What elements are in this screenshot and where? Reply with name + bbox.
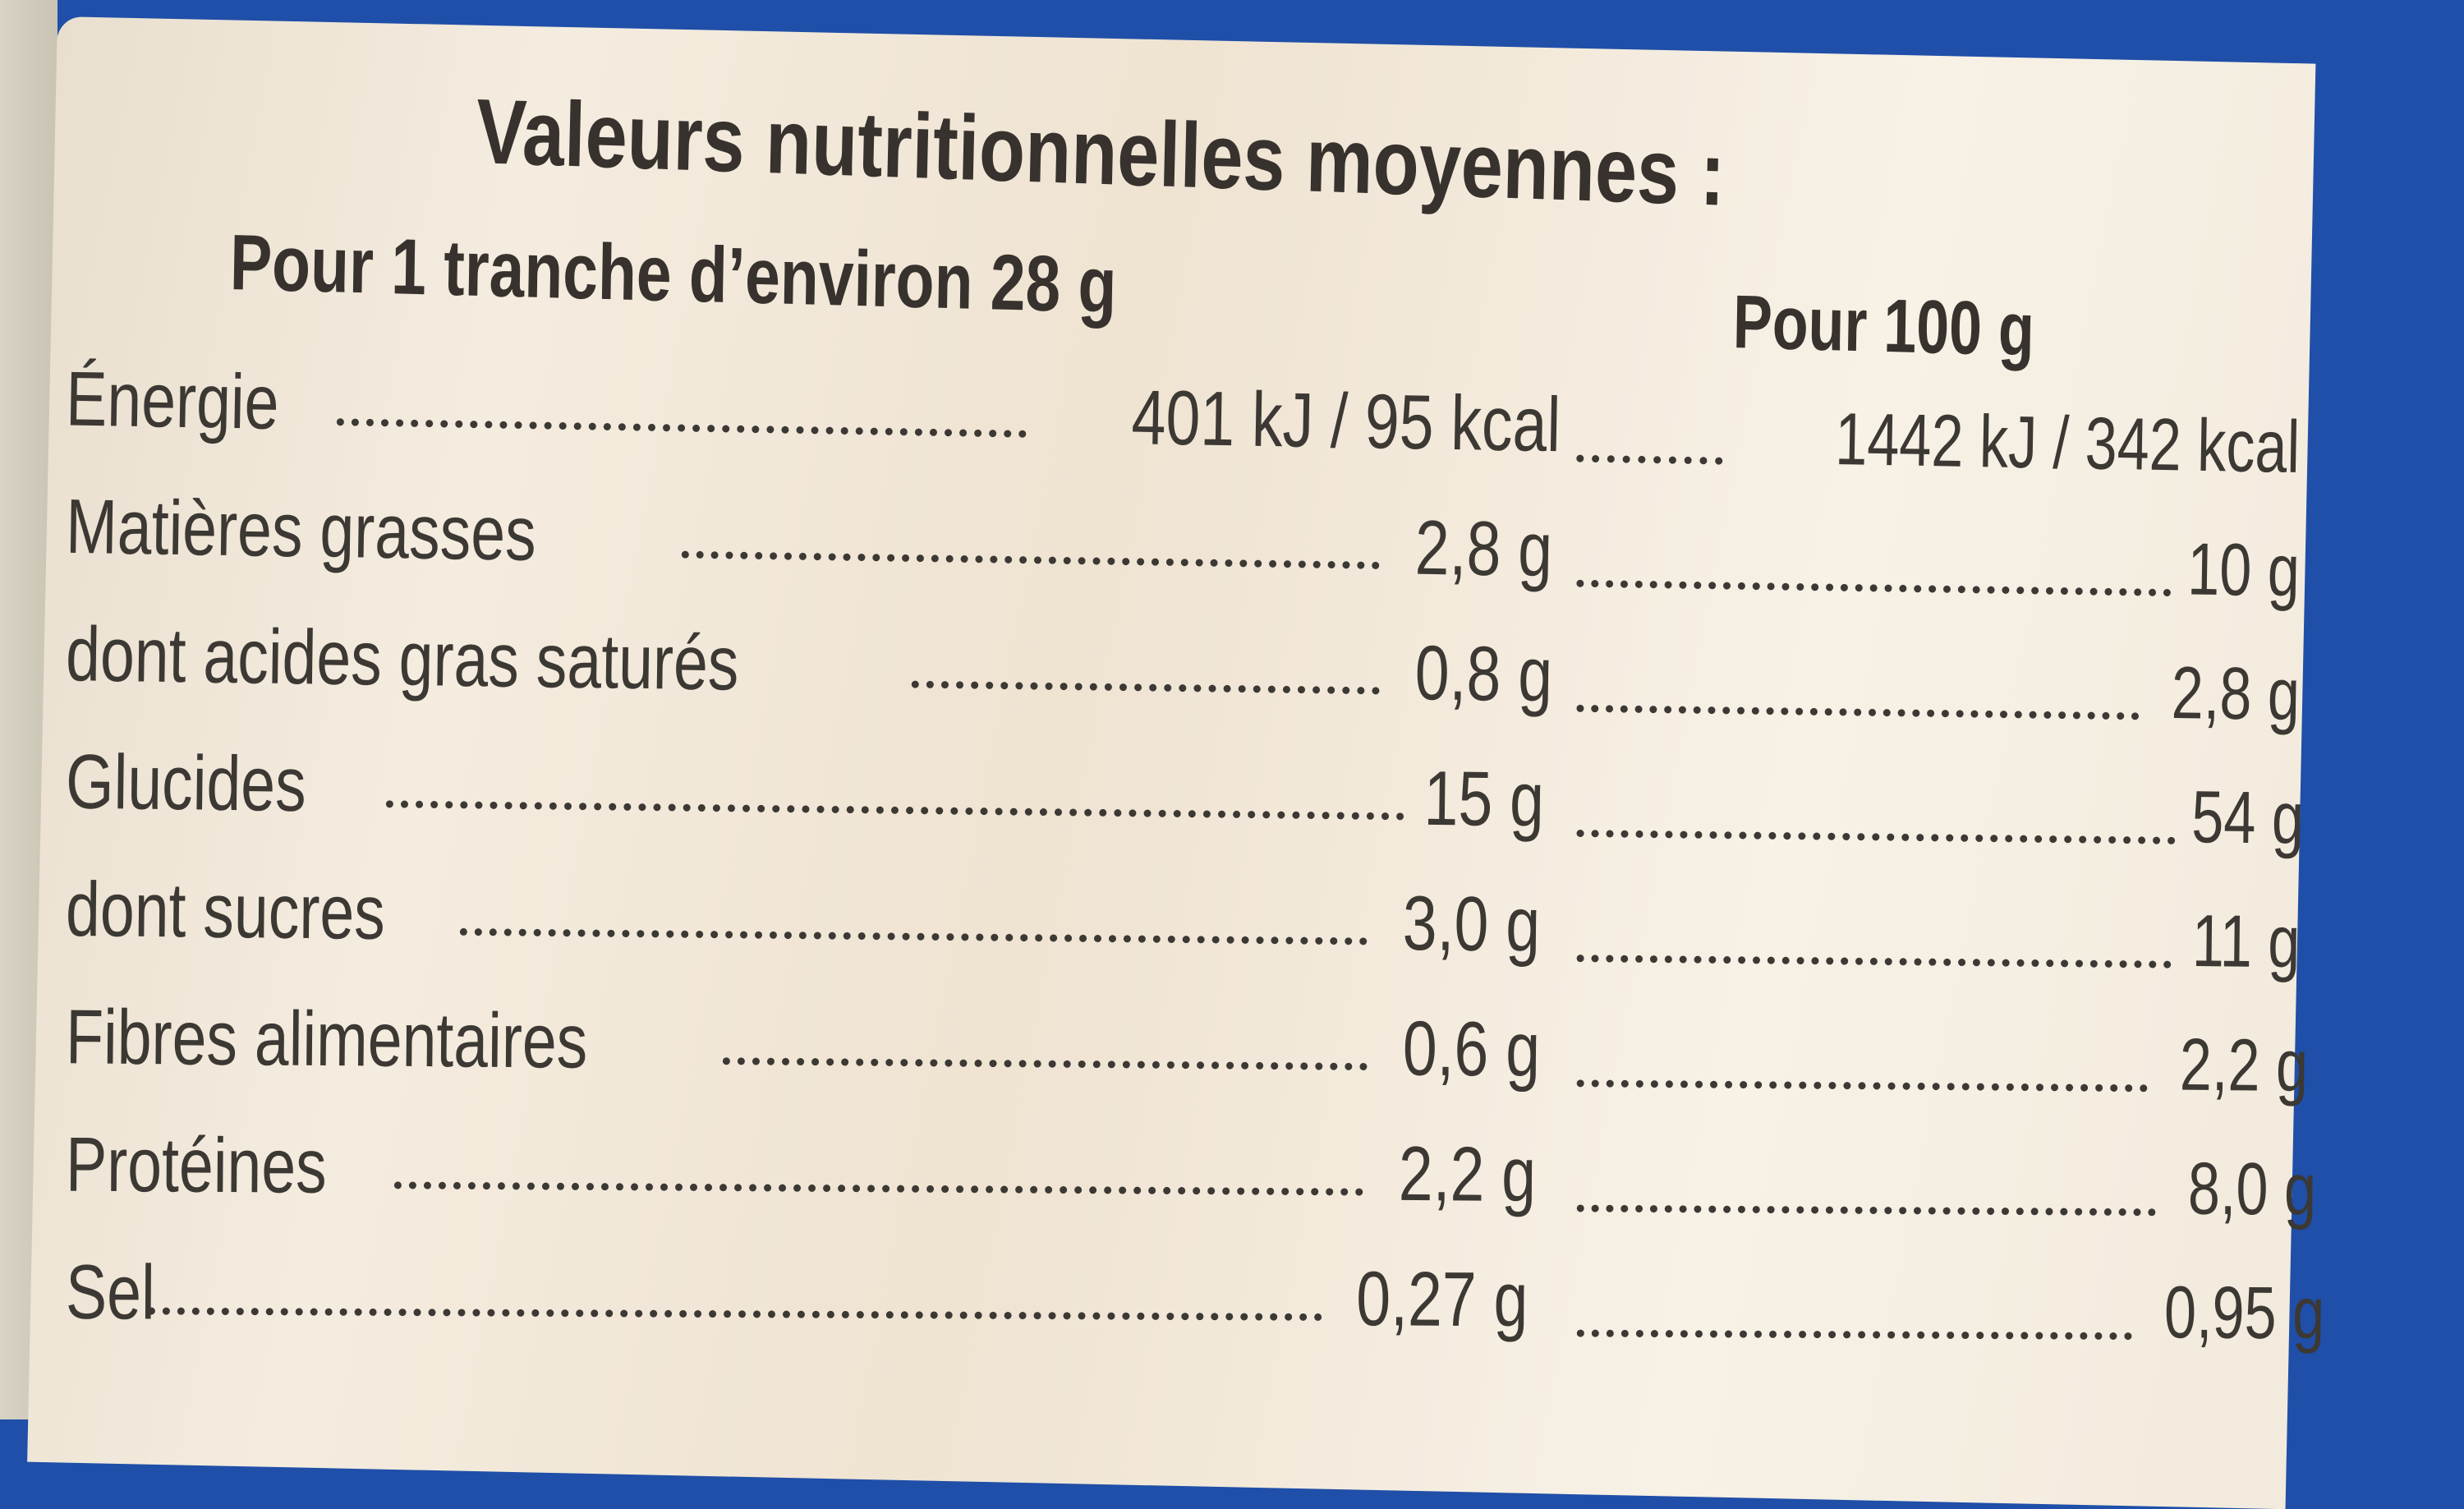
- leader-dots: [385, 800, 1404, 821]
- value-per-slice: 15 g: [1423, 754, 1545, 843]
- value-per-100g: 11 g: [2190, 899, 2301, 984]
- header-per-100g: Pour 100 g: [1732, 280, 2035, 372]
- nutrient-name: Sel: [65, 1248, 156, 1336]
- nutrient-name: dont acides gras saturés: [65, 610, 740, 706]
- nutrient-name: Glucides: [65, 738, 307, 828]
- value-per-slice: 2,2 g: [1398, 1129, 1537, 1218]
- leader-dots: [1576, 955, 2172, 968]
- value-per-100g: 0,95 g: [2163, 1272, 2325, 1355]
- leader-dots: [911, 680, 1380, 695]
- leader-dots: [1576, 454, 1723, 465]
- value-per-slice: 3,0 g: [1402, 879, 1541, 968]
- nutrient-name: Protéines: [65, 1120, 328, 1209]
- value-per-100g: 1442 kJ / 342 kcal: [1834, 398, 2301, 489]
- value-per-slice: 0,27 g: [1355, 1255, 1529, 1343]
- value-per-100g: 54 g: [2190, 776, 2305, 860]
- leader-dots: [1576, 1204, 2156, 1217]
- value-per-slice: 2,8 g: [1414, 504, 1553, 593]
- nutrient-name: Matières grasses: [65, 482, 537, 577]
- table-row: Sel 0,27 g 0,95 g: [65, 1248, 2324, 1358]
- value-per-slice: 401 kJ / 95 kcal: [1130, 374, 1561, 468]
- leader-dots: [681, 550, 1380, 569]
- leader-dots: [1576, 1329, 2132, 1341]
- value-per-slice: 0,6 g: [1402, 1005, 1541, 1093]
- value-per-100g: 2,8 g: [2170, 651, 2301, 737]
- leader-dots: [393, 1181, 1363, 1196]
- nutrient-name: Énergie: [65, 355, 280, 445]
- leader-dots: [1576, 829, 2176, 844]
- leader-dots: [336, 418, 1027, 438]
- leader-dots: [1576, 1079, 2148, 1093]
- value-per-100g: 10 g: [2186, 528, 2301, 613]
- value-per-100g: 8,0 g: [2187, 1148, 2317, 1231]
- nutrient-name: Fibres alimentaires: [65, 993, 588, 1084]
- table-row: Fibres alimentaires 0,6 g 2,2 g: [65, 992, 2309, 1111]
- leader-dots: [147, 1307, 1322, 1321]
- value-per-slice: 0,8 g: [1414, 629, 1553, 718]
- leader-dots: [722, 1057, 1368, 1071]
- leader-dots: [1576, 704, 2140, 720]
- leader-dots: [459, 927, 1368, 945]
- value-per-100g: 2,2 g: [2179, 1024, 2309, 1108]
- leader-dots: [1576, 579, 2172, 597]
- nutrient-name: dont sucres: [65, 865, 386, 955]
- table-row: Protéines 2,2 g 8,0 g: [65, 1120, 2317, 1235]
